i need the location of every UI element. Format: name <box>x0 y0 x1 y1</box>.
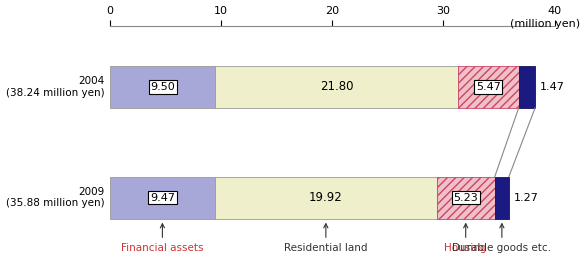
Bar <box>458 66 519 108</box>
Text: 19.92: 19.92 <box>309 191 343 204</box>
Bar <box>519 66 535 108</box>
Text: Financial assets: Financial assets <box>121 224 203 253</box>
Text: 1.47: 1.47 <box>540 82 564 92</box>
Text: 9.47: 9.47 <box>150 192 175 202</box>
Text: 9.50: 9.50 <box>150 82 175 92</box>
Bar <box>495 177 509 219</box>
Bar <box>215 66 458 108</box>
Bar <box>110 66 215 108</box>
Text: 5.23: 5.23 <box>453 192 478 202</box>
Text: 21.80: 21.80 <box>320 80 353 93</box>
Text: Durable goods etc.: Durable goods etc. <box>452 224 552 253</box>
Text: 5.47: 5.47 <box>476 82 501 92</box>
Text: Housing: Housing <box>445 224 487 253</box>
Text: 1.27: 1.27 <box>513 192 538 202</box>
Bar <box>437 177 495 219</box>
Text: Residential land: Residential land <box>284 224 368 253</box>
Bar <box>215 177 437 219</box>
Text: (million yen): (million yen) <box>510 19 580 29</box>
Bar <box>110 177 215 219</box>
